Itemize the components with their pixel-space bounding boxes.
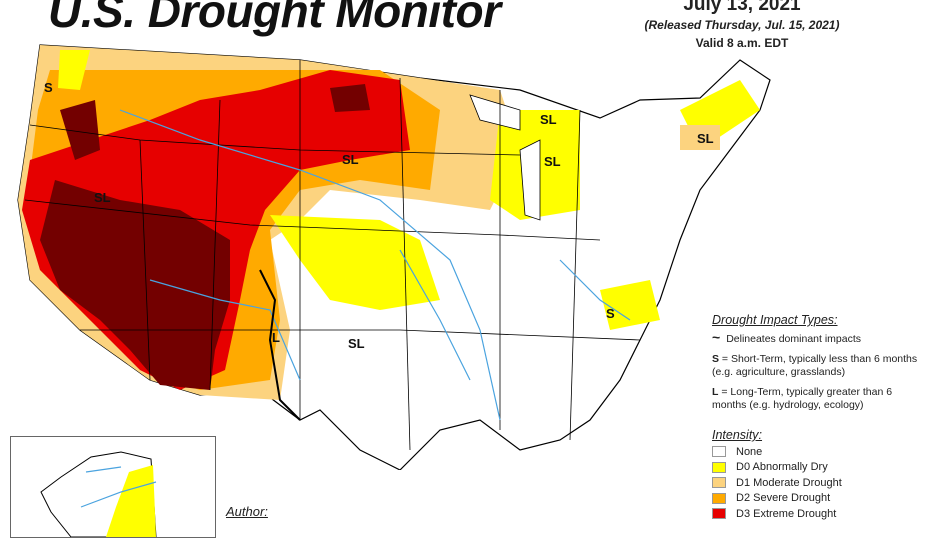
impact-label: SL <box>342 152 359 167</box>
legend-d0: D0 Abnormally Dry <box>712 460 927 476</box>
alaska-map <box>40 451 157 537</box>
impact-label: SL <box>544 154 561 169</box>
impact-types-legend: Drought Impact Types: ~ Delineates domina… <box>712 314 927 419</box>
author-label: Author: <box>226 504 268 519</box>
impact-heading: Drought Impact Types: <box>712 313 838 327</box>
legend-d3: D3 Extreme Drought <box>712 506 927 522</box>
release-date: (Released Thursday, Jul. 15, 2021) <box>644 18 840 32</box>
delineates-row: ~ Delineates dominant impacts <box>712 329 862 345</box>
impact-label: SL <box>540 112 557 127</box>
swatch-d0 <box>712 461 726 473</box>
intensity-legend: Intensity: None D0 Abnormally Dry D1 Mod… <box>712 428 927 522</box>
map-date: July 13, 2021 <box>683 0 801 15</box>
impact-label: L <box>272 330 280 345</box>
impact-label: SL <box>697 131 714 146</box>
swatch-d2 <box>712 492 726 504</box>
impact-label: S <box>44 80 53 95</box>
swatch-none <box>712 446 726 458</box>
conus-drought-map <box>17 44 771 470</box>
legend-d1: D1 Moderate Drought <box>712 475 927 491</box>
date-header: July 13, 2021 (Released Thursday, Jul. 1… <box>612 0 872 52</box>
map-title: U.S. Drought Monitor <box>48 0 501 37</box>
long-term-row: L = Long-Term, typically greater than 6 … <box>712 386 893 411</box>
swatch-d3 <box>712 508 726 520</box>
legend-d2: D2 Severe Drought <box>712 491 927 507</box>
short-term-row: S = Short-Term, typically less than 6 mo… <box>712 353 918 378</box>
impact-label: S <box>606 306 615 321</box>
alaska-inset <box>10 436 216 538</box>
intensity-heading: Intensity: <box>712 428 763 442</box>
impact-label: SL <box>94 190 111 205</box>
valid-time: Valid 8 a.m. EDT <box>695 36 789 50</box>
impact-label: SL <box>348 336 365 351</box>
legend-none: None <box>712 444 927 460</box>
tilde-icon: ~ <box>712 329 721 345</box>
swatch-d1 <box>712 477 726 489</box>
